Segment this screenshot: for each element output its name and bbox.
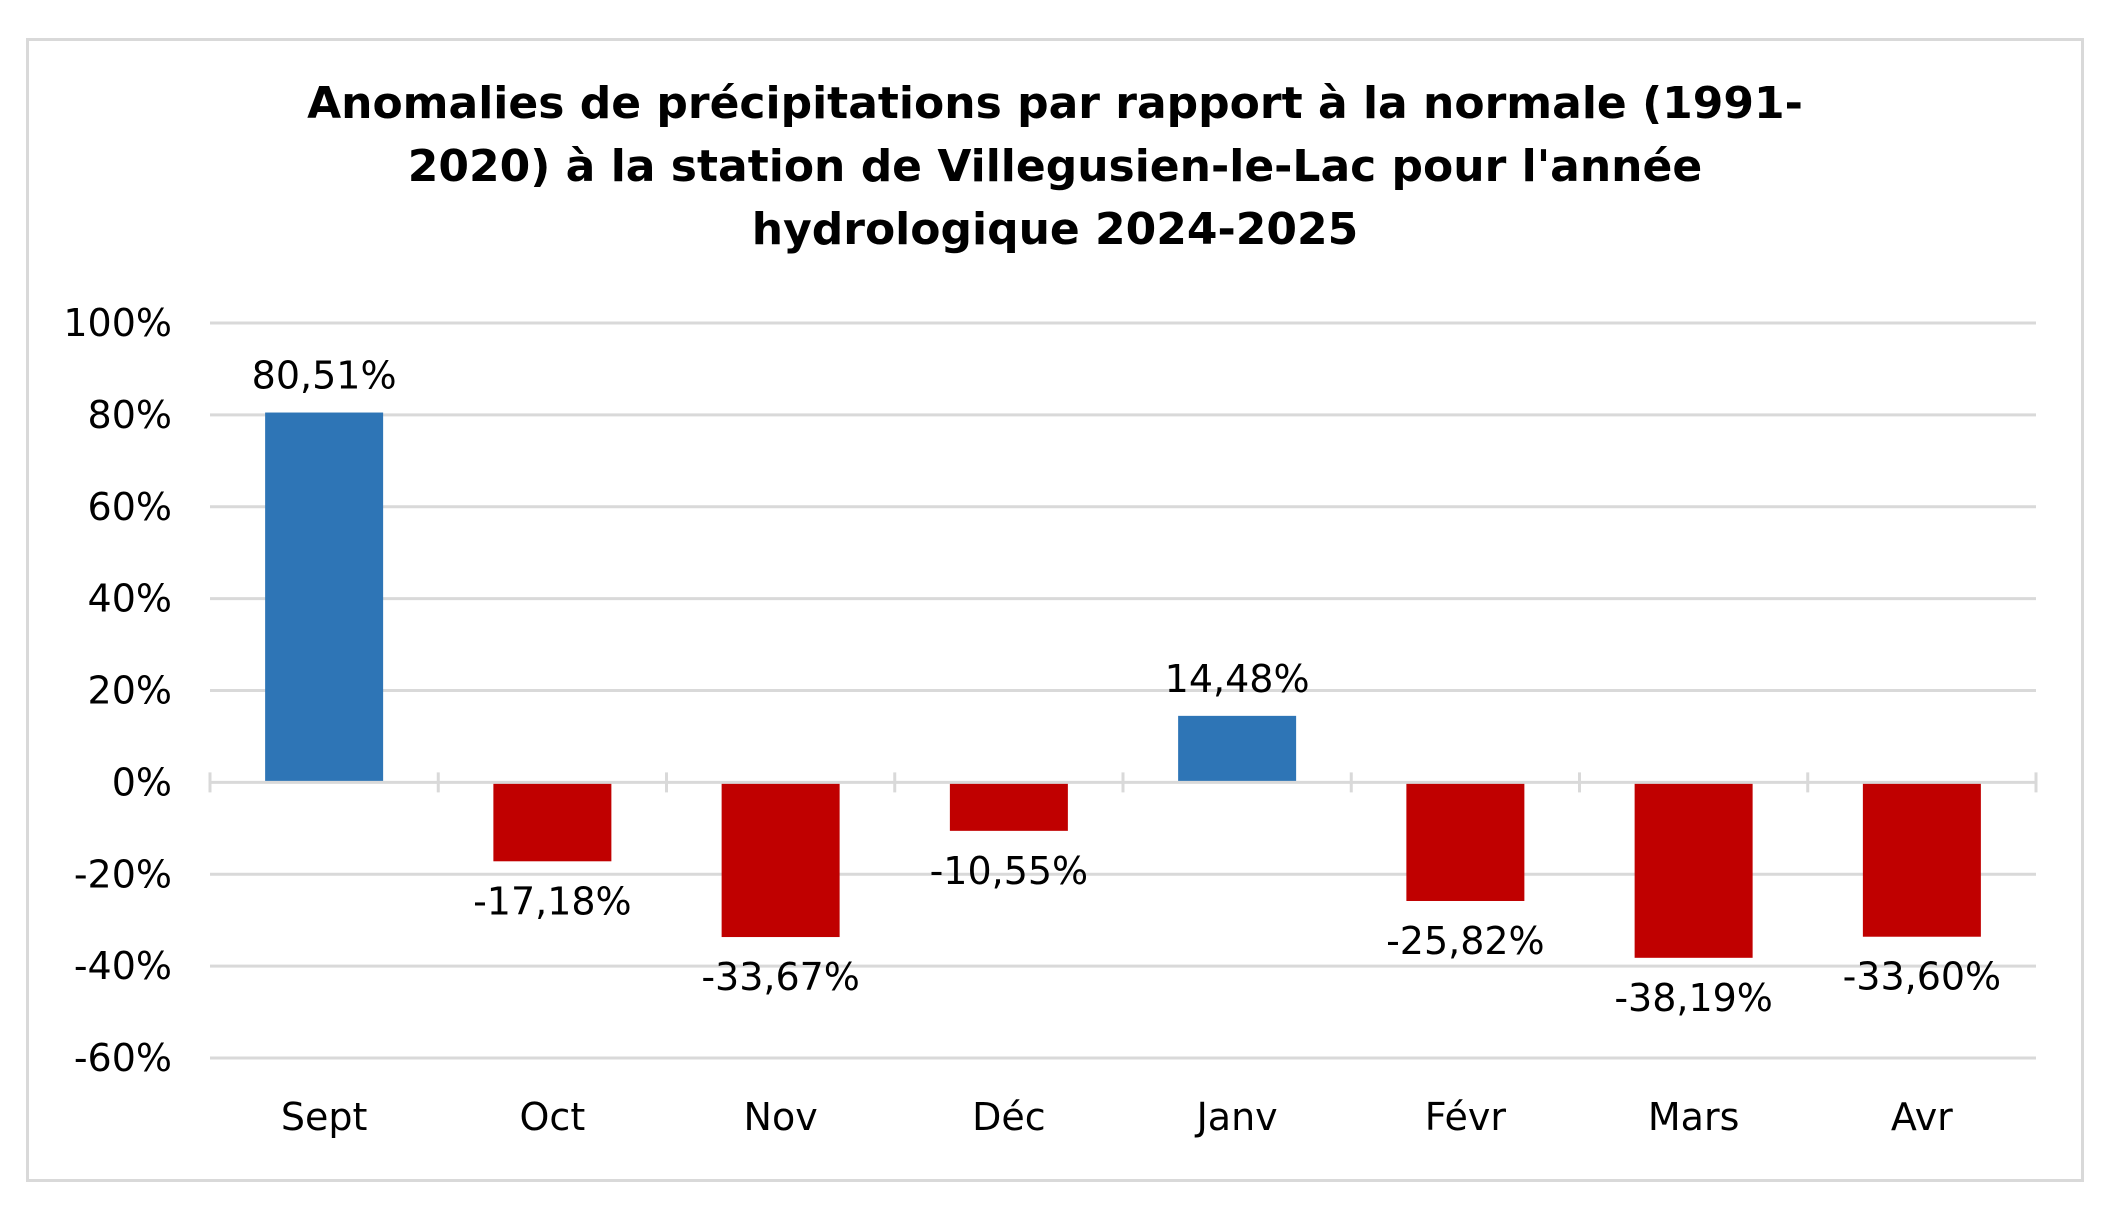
bar-nov — [721, 782, 840, 938]
chart-title: Anomalies de précipitations par rapport … — [200, 72, 1910, 261]
x-tick-label: Sept — [281, 1095, 368, 1139]
y-tick-label: -40% — [74, 944, 172, 988]
data-label: 80,51% — [252, 354, 397, 398]
x-tick-label: Janv — [1195, 1095, 1278, 1139]
data-label: -17,18% — [473, 879, 632, 923]
chart-title-line-3: hydrologique 2024-2025 — [751, 204, 1359, 255]
bar-oct — [493, 782, 612, 862]
data-label: -33,67% — [701, 955, 860, 999]
bar-déc — [949, 782, 1068, 831]
y-tick-label: 100% — [63, 301, 172, 345]
x-tick-label: Févr — [1425, 1095, 1507, 1139]
bar-févr — [1406, 782, 1525, 901]
y-tick-label: 80% — [88, 393, 172, 437]
bar-avr — [1862, 782, 1981, 937]
x-tick-label: Nov — [744, 1095, 818, 1139]
chart-title-line-1: Anomalies de précipitations par rapport … — [307, 78, 1803, 129]
data-label: 14,48% — [1165, 657, 1310, 701]
x-tick-label: Oct — [520, 1095, 586, 1139]
bar-sept — [265, 412, 384, 783]
data-label: -10,55% — [930, 849, 1089, 893]
bar-janv — [1178, 715, 1297, 783]
bar-mars — [1634, 782, 1753, 958]
y-tick-label: -20% — [74, 852, 172, 896]
y-tick-label: -60% — [74, 1036, 172, 1080]
y-tick-label: 0% — [112, 760, 172, 804]
chart-title-line-2: 2020) à la station de Villegusien-le-Lac… — [407, 141, 1703, 192]
y-tick-label: 20% — [88, 669, 172, 713]
x-tick-label: Mars — [1648, 1095, 1740, 1139]
x-tick-label: Avr — [1891, 1095, 1953, 1139]
y-tick-label: 40% — [88, 577, 172, 621]
data-label: -33,60% — [1843, 955, 2002, 999]
data-label: -25,82% — [1386, 919, 1545, 963]
y-tick-label: 60% — [88, 485, 172, 529]
x-tick-label: Déc — [972, 1095, 1046, 1139]
data-label: -38,19% — [1614, 976, 1773, 1020]
